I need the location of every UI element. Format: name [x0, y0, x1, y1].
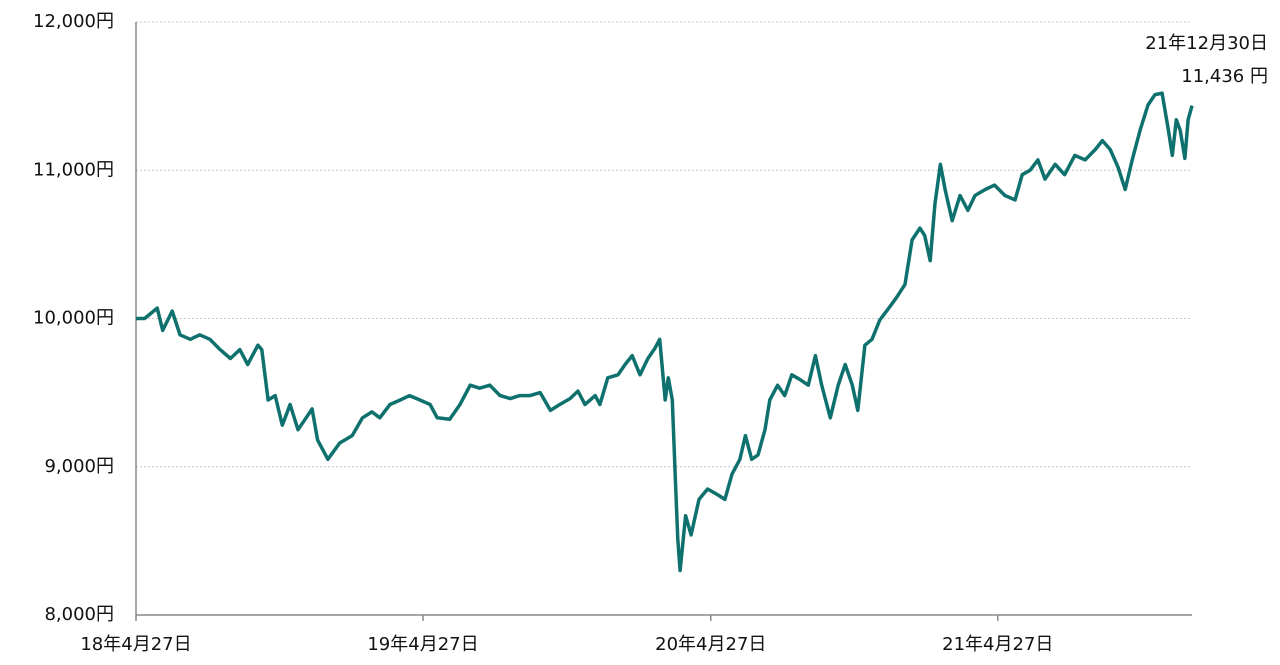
- x-tick-label: 19年4月27日: [367, 634, 478, 655]
- x-tick-label: 21年4月27日: [942, 634, 1053, 655]
- y-tick-label: 8,000円: [44, 604, 114, 625]
- price-line: [136, 91, 1194, 573]
- x-tick-label: 20年4月27日: [655, 634, 766, 655]
- y-tick-label: 10,000円: [33, 308, 114, 329]
- y-tick-label: 12,000円: [33, 11, 114, 32]
- x-tick-label: 18年4月27日: [80, 634, 191, 655]
- date-annotation: 21年12月30日: [1145, 33, 1268, 54]
- y-tick-label: 11,000円: [33, 159, 114, 180]
- y-tick-label: 9,000円: [44, 456, 114, 477]
- value-annotation: 11,436 円: [1181, 66, 1268, 87]
